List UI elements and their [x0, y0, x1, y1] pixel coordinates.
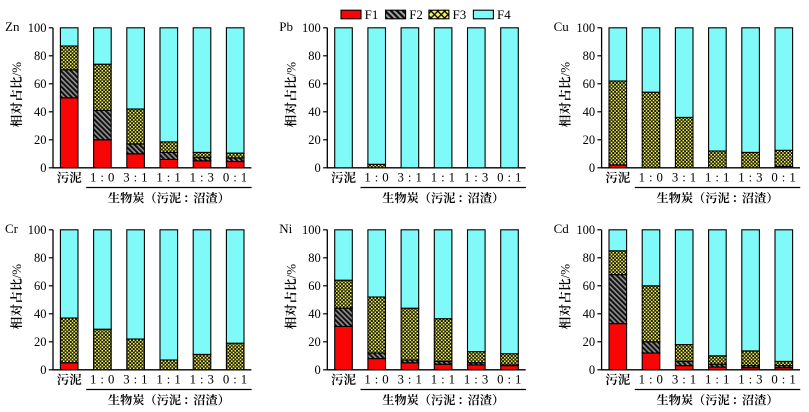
svg-text:80: 80 [34, 251, 47, 265]
svg-text:0: 0 [589, 161, 595, 175]
svg-text:60: 60 [34, 77, 47, 91]
svg-text:1 : 0: 1 : 0 [364, 372, 389, 386]
svg-text:1 : 3: 1 : 3 [464, 372, 489, 386]
svg-text:1 : 1: 1 : 1 [705, 372, 730, 386]
svg-text:1 : 0: 1 : 0 [90, 372, 115, 386]
svg-text:3 : 1: 3 : 1 [398, 372, 423, 386]
svg-text:3 : 1: 3 : 1 [672, 170, 697, 184]
svg-text:80: 80 [308, 49, 321, 63]
svg-text:80: 80 [308, 251, 321, 265]
svg-text:80: 80 [583, 251, 596, 265]
svg-text:F4: F4 [497, 7, 511, 22]
svg-text:100: 100 [302, 223, 321, 237]
svg-text:0 : 1: 0 : 1 [497, 372, 522, 386]
svg-text:3 : 1: 3 : 1 [123, 170, 148, 184]
svg-text:0 : 1: 0 : 1 [223, 372, 248, 386]
svg-text:1 : 3: 1 : 3 [190, 170, 215, 184]
svg-text:60: 60 [34, 279, 47, 293]
svg-text:0 : 1: 0 : 1 [223, 170, 248, 184]
svg-text:Cu: Cu [554, 19, 570, 34]
svg-text:3 : 1: 3 : 1 [672, 372, 697, 386]
svg-text:Cr: Cr [5, 221, 19, 236]
svg-text:100: 100 [302, 21, 321, 35]
svg-text:/%: /% [283, 264, 298, 279]
svg-text:/%: /% [558, 62, 573, 77]
svg-text:/%: /% [9, 264, 24, 279]
svg-text:0: 0 [589, 363, 595, 377]
svg-text:40: 40 [34, 307, 47, 321]
svg-text:100: 100 [28, 21, 47, 35]
svg-text:/%: /% [558, 264, 573, 279]
svg-text:Ni: Ni [279, 221, 292, 236]
svg-text:20: 20 [583, 133, 596, 147]
svg-text:1 : 3: 1 : 3 [738, 170, 763, 184]
svg-text:20: 20 [308, 133, 321, 147]
svg-text:0: 0 [315, 161, 321, 175]
svg-text:F3: F3 [453, 7, 467, 22]
svg-text:20: 20 [34, 335, 47, 349]
svg-text:1 : 0: 1 : 0 [90, 170, 115, 184]
svg-text:80: 80 [34, 49, 47, 63]
svg-text:40: 40 [583, 105, 596, 119]
svg-text:20: 20 [583, 335, 596, 349]
svg-text:0: 0 [40, 161, 46, 175]
svg-text:40: 40 [308, 105, 321, 119]
svg-text:Cd: Cd [554, 221, 570, 236]
svg-text:1 : 3: 1 : 3 [464, 170, 489, 184]
svg-text:60: 60 [583, 279, 596, 293]
svg-text:Zn: Zn [5, 19, 20, 34]
svg-text:F1: F1 [365, 7, 379, 22]
svg-text:80: 80 [583, 49, 596, 63]
svg-text:1 : 1: 1 : 1 [156, 372, 181, 386]
svg-text:100: 100 [576, 21, 595, 35]
svg-text:0 : 1: 0 : 1 [771, 372, 796, 386]
svg-text:0: 0 [315, 363, 321, 377]
svg-text:1 : 3: 1 : 3 [190, 372, 215, 386]
svg-text:100: 100 [28, 223, 47, 237]
svg-text:3 : 1: 3 : 1 [123, 372, 148, 386]
svg-text:F2: F2 [409, 7, 423, 22]
svg-text:1 : 3: 1 : 3 [738, 372, 763, 386]
svg-text:40: 40 [34, 105, 47, 119]
svg-text:1 : 0: 1 : 0 [364, 170, 389, 184]
svg-text:1 : 0: 1 : 0 [639, 170, 664, 184]
svg-text:1 : 1: 1 : 1 [705, 170, 730, 184]
svg-text:60: 60 [583, 77, 596, 91]
svg-text:100: 100 [576, 223, 595, 237]
svg-text:1 : 0: 1 : 0 [639, 372, 664, 386]
svg-text:/%: /% [9, 62, 24, 77]
svg-text:40: 40 [583, 307, 596, 321]
svg-text:20: 20 [34, 133, 47, 147]
svg-text:0: 0 [40, 363, 46, 377]
svg-text:20: 20 [308, 335, 321, 349]
svg-text:Pb: Pb [279, 19, 293, 34]
svg-text:3 : 1: 3 : 1 [398, 170, 423, 184]
svg-text:/%: /% [283, 62, 298, 77]
svg-text:40: 40 [308, 307, 321, 321]
svg-text:0 : 1: 0 : 1 [497, 170, 522, 184]
svg-text:0 : 1: 0 : 1 [771, 170, 796, 184]
svg-text:1 : 1: 1 : 1 [431, 372, 456, 386]
svg-text:60: 60 [308, 77, 321, 91]
svg-text:1 : 1: 1 : 1 [156, 170, 181, 184]
svg-text:60: 60 [308, 279, 321, 293]
svg-text:1 : 1: 1 : 1 [431, 170, 456, 184]
